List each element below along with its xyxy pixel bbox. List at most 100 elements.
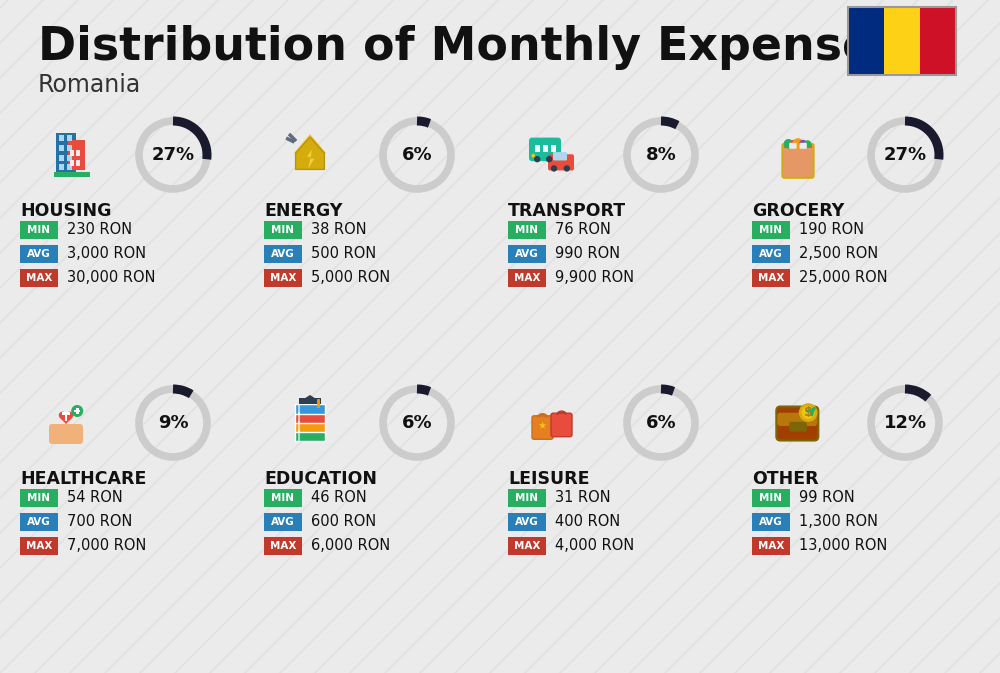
Text: OTHER: OTHER	[752, 470, 819, 488]
Text: AVG: AVG	[27, 249, 51, 259]
FancyBboxPatch shape	[784, 144, 812, 148]
FancyBboxPatch shape	[264, 221, 302, 239]
Text: AVG: AVG	[515, 517, 539, 527]
Circle shape	[564, 166, 570, 172]
Bar	[65, 414, 67, 421]
Bar	[67, 145, 72, 151]
FancyBboxPatch shape	[752, 269, 790, 287]
FancyBboxPatch shape	[532, 416, 553, 439]
Circle shape	[531, 153, 535, 157]
FancyBboxPatch shape	[264, 513, 302, 531]
Polygon shape	[294, 134, 326, 153]
Bar	[59, 164, 64, 170]
Text: 27%: 27%	[883, 146, 927, 164]
FancyBboxPatch shape	[49, 424, 83, 444]
Text: 76 RON: 76 RON	[555, 223, 611, 238]
Text: 38 RON: 38 RON	[311, 223, 367, 238]
Text: 1,300 RON: 1,300 RON	[799, 514, 878, 530]
Bar	[74, 410, 80, 412]
Text: 9%: 9%	[158, 414, 188, 432]
Polygon shape	[307, 149, 314, 169]
Text: $: $	[804, 406, 813, 419]
FancyBboxPatch shape	[508, 537, 546, 555]
Text: TRANSPORT: TRANSPORT	[508, 202, 626, 220]
Bar	[54, 172, 90, 177]
FancyBboxPatch shape	[264, 489, 302, 507]
FancyBboxPatch shape	[752, 489, 790, 507]
FancyBboxPatch shape	[264, 537, 302, 555]
Text: MAX: MAX	[270, 273, 296, 283]
Text: 12%: 12%	[883, 414, 927, 432]
Bar	[70, 150, 74, 156]
Text: 4,000 RON: 4,000 RON	[555, 538, 634, 553]
Text: 46 RON: 46 RON	[311, 491, 367, 505]
Bar	[848, 7, 956, 75]
Circle shape	[71, 405, 83, 417]
Bar	[67, 164, 72, 170]
FancyBboxPatch shape	[752, 513, 790, 531]
Bar	[543, 145, 548, 152]
Text: Distribution of Monthly Expenses: Distribution of Monthly Expenses	[38, 25, 900, 70]
Bar	[68, 139, 85, 170]
Text: 99 RON: 99 RON	[799, 491, 855, 505]
Bar	[59, 135, 64, 141]
FancyBboxPatch shape	[20, 513, 58, 531]
Bar	[62, 412, 70, 415]
Text: MIN: MIN	[28, 493, 50, 503]
FancyBboxPatch shape	[295, 413, 325, 423]
Bar	[884, 7, 920, 75]
Text: 500 RON: 500 RON	[311, 246, 376, 262]
Text: HOUSING: HOUSING	[20, 202, 112, 220]
Text: 31 RON: 31 RON	[555, 491, 611, 505]
Text: 5,000 RON: 5,000 RON	[311, 271, 390, 285]
Bar	[848, 7, 884, 75]
FancyBboxPatch shape	[20, 537, 58, 555]
FancyBboxPatch shape	[20, 221, 58, 239]
FancyBboxPatch shape	[295, 430, 325, 441]
Text: AVG: AVG	[27, 517, 51, 527]
Text: 190 RON: 190 RON	[799, 223, 864, 238]
FancyBboxPatch shape	[789, 422, 807, 431]
FancyBboxPatch shape	[299, 398, 321, 404]
Text: AVG: AVG	[759, 517, 783, 527]
Text: 8%: 8%	[646, 146, 676, 164]
Text: 25,000 RON: 25,000 RON	[799, 271, 888, 285]
Circle shape	[534, 156, 540, 162]
Text: 600 RON: 600 RON	[311, 514, 376, 530]
Text: MIN: MIN	[516, 493, 538, 503]
Text: 9,900 RON: 9,900 RON	[555, 271, 634, 285]
FancyBboxPatch shape	[264, 269, 302, 287]
Text: 27%: 27%	[151, 146, 195, 164]
Text: MIN: MIN	[272, 493, 294, 503]
Polygon shape	[302, 395, 318, 404]
Text: EDUCATION: EDUCATION	[264, 470, 377, 488]
Text: 990 RON: 990 RON	[555, 246, 620, 262]
Text: MAX: MAX	[26, 541, 52, 551]
FancyBboxPatch shape	[295, 421, 325, 432]
Circle shape	[799, 140, 807, 148]
Text: 2,500 RON: 2,500 RON	[799, 246, 878, 262]
Text: LEISURE: LEISURE	[508, 470, 590, 488]
FancyBboxPatch shape	[548, 154, 574, 170]
Circle shape	[551, 166, 557, 172]
Text: 13,000 RON: 13,000 RON	[799, 538, 887, 553]
Text: 6,000 RON: 6,000 RON	[311, 538, 390, 553]
Bar	[67, 155, 72, 161]
Text: 230 RON: 230 RON	[67, 223, 132, 238]
Bar	[56, 133, 76, 177]
Circle shape	[804, 140, 811, 147]
Circle shape	[546, 156, 552, 162]
Circle shape	[792, 138, 804, 149]
Bar	[535, 145, 540, 152]
Text: AVG: AVG	[759, 249, 783, 259]
Text: 54 RON: 54 RON	[67, 491, 123, 505]
Text: AVG: AVG	[271, 249, 295, 259]
FancyBboxPatch shape	[553, 152, 567, 160]
Text: MAX: MAX	[270, 541, 296, 551]
Text: 700 RON: 700 RON	[67, 514, 132, 530]
Text: MIN: MIN	[272, 225, 294, 235]
Text: AVG: AVG	[271, 517, 295, 527]
FancyBboxPatch shape	[20, 245, 58, 263]
Text: MIN: MIN	[760, 493, 782, 503]
Text: MIN: MIN	[28, 225, 50, 235]
